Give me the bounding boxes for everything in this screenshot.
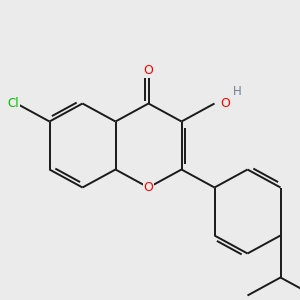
Text: O: O: [144, 64, 153, 77]
Text: O: O: [220, 97, 230, 110]
Text: H: H: [232, 85, 242, 98]
Text: Cl: Cl: [8, 97, 19, 110]
Text: O: O: [144, 181, 153, 194]
